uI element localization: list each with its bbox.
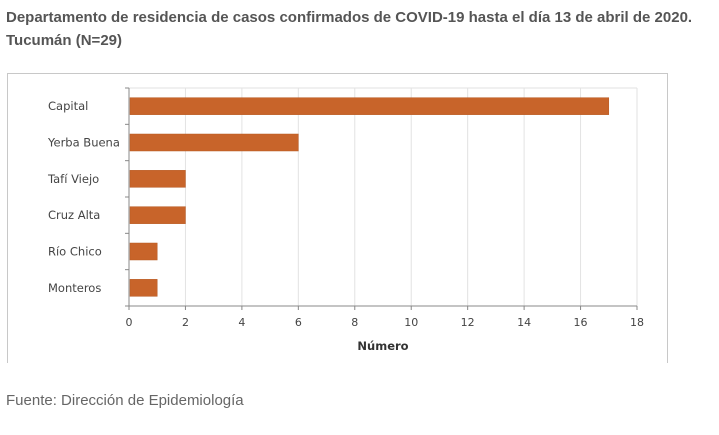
bar xyxy=(129,133,299,152)
x-tick-label: 2 xyxy=(182,316,189,329)
y-category-label: Capital xyxy=(48,99,88,113)
chart-title: Departamento de residencia de casos conf… xyxy=(6,9,693,49)
bar xyxy=(129,279,158,297)
y-category-label: Tafí Viejo xyxy=(47,172,99,186)
bar xyxy=(129,242,158,261)
bar xyxy=(129,170,186,188)
y-category-label: Monteros xyxy=(48,281,101,295)
x-tick-label: 14 xyxy=(517,316,531,329)
chart-frame xyxy=(7,73,668,363)
x-axis-label: Número xyxy=(357,339,408,353)
y-category-label: Río Chico xyxy=(48,245,102,259)
bar xyxy=(129,206,186,224)
x-tick-label: 16 xyxy=(574,316,588,329)
x-tick-label: 10 xyxy=(404,316,418,329)
x-tick-label: 18 xyxy=(630,316,644,329)
x-tick-label: 0 xyxy=(126,316,133,329)
bar xyxy=(129,97,610,115)
x-tick-label: 8 xyxy=(351,316,358,329)
x-tick-label: 4 xyxy=(238,316,245,329)
x-tick-label: 12 xyxy=(461,316,475,329)
source-note: Fuente: Dirección de Epidemiología xyxy=(6,392,244,409)
y-category-label: Cruz Alta xyxy=(48,208,100,222)
y-category-label: Yerba Buena xyxy=(47,136,120,150)
x-tick-label: 6 xyxy=(295,316,302,329)
